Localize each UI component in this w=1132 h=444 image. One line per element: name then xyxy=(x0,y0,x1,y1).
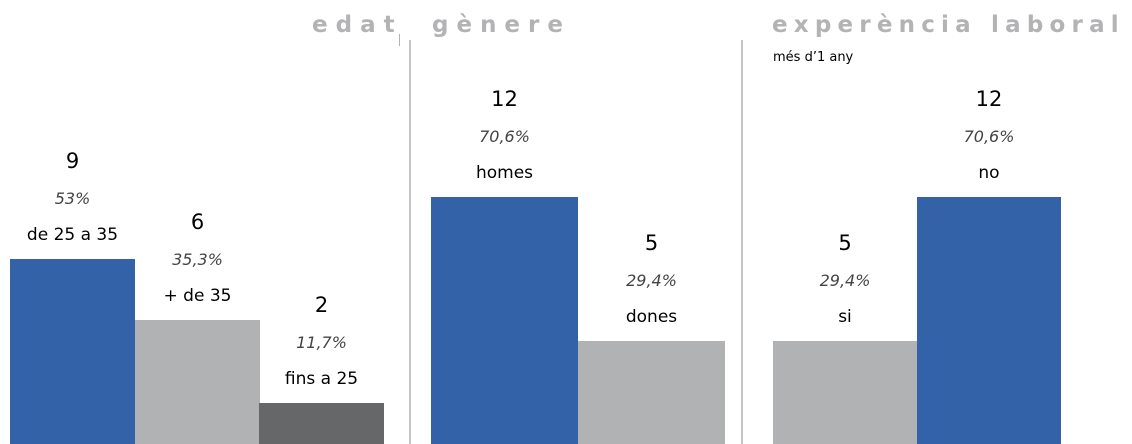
chart-title-genere: gènere xyxy=(432,12,571,38)
category-label-2-1: no xyxy=(978,163,1000,183)
divider-2 xyxy=(741,40,743,444)
value-label-0-0: 9 xyxy=(65,149,80,173)
value-label-2-1: 12 xyxy=(975,87,1003,111)
value-label-1-1: 5 xyxy=(644,231,659,255)
value-label-0-2: 2 xyxy=(314,293,329,317)
divider-1 xyxy=(409,40,411,444)
chart-title-experiencia: experència laboral xyxy=(772,12,1125,38)
bar-0-2 xyxy=(259,403,384,444)
percent-label-0-0: 53% xyxy=(54,189,91,208)
category-label-2-0: si xyxy=(838,307,852,327)
percent-label-0-1: 35,3% xyxy=(172,250,223,269)
category-label-0-0: de 25 a 35 xyxy=(26,225,119,245)
percent-label-1-0: 70,6% xyxy=(479,127,530,146)
bar-0-0 xyxy=(10,259,135,444)
title-separator xyxy=(399,34,400,46)
percent-label-0-2: 11,7% xyxy=(296,333,347,352)
category-label-0-1: + de 35 xyxy=(163,286,232,306)
bar-1-0 xyxy=(431,197,578,444)
value-label-1-0: 12 xyxy=(491,87,518,111)
bar-1-1 xyxy=(578,341,725,444)
bar-2-0 xyxy=(773,341,917,444)
category-label-1-0: homes xyxy=(475,163,534,183)
percent-label-2-1: 70,6% xyxy=(963,127,1015,146)
category-label-1-1: dones xyxy=(625,307,678,327)
value-label-0-1: 6 xyxy=(190,210,205,234)
value-label-2-0: 5 xyxy=(838,231,852,255)
bar-2-1 xyxy=(917,197,1061,444)
chart-title-edat: edat xyxy=(312,12,403,38)
bar-0-1 xyxy=(135,320,260,444)
category-label-0-2: fins a 25 xyxy=(284,369,359,389)
percent-label-1-1: 29,4% xyxy=(626,271,677,290)
chart-subtitle-experiencia: més d’1 any xyxy=(773,50,854,65)
percent-label-2-0: 29,4% xyxy=(819,271,871,290)
